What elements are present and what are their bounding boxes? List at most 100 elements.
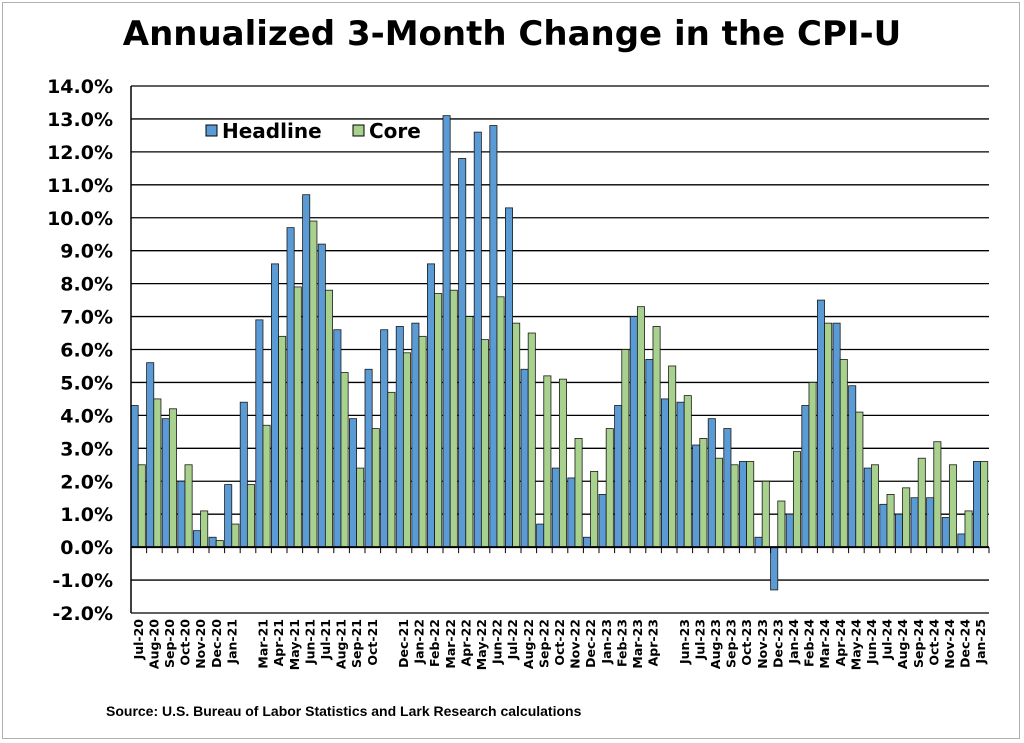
x-tick-label: Jan-25 xyxy=(973,619,988,665)
x-tick-label: Feb-24 xyxy=(802,619,817,667)
x-tick-label: Dec-22 xyxy=(583,619,598,668)
bar-core xyxy=(496,296,505,548)
bar-headline xyxy=(426,263,435,548)
bar-core xyxy=(184,464,193,548)
legend-label-headline: Headline xyxy=(222,119,322,143)
bar-core xyxy=(543,375,552,548)
bar-headline xyxy=(489,125,498,548)
x-tick-label: Nov-20 xyxy=(193,619,208,669)
x-tick-label: Oct-23 xyxy=(739,619,754,666)
bar-headline xyxy=(317,243,326,548)
legend-label-core: Core xyxy=(369,119,421,143)
bar-core xyxy=(434,293,443,548)
bar-core xyxy=(746,461,755,548)
y-tick-label: 3.0% xyxy=(60,438,113,460)
x-tick-label: Oct-24 xyxy=(926,619,941,666)
legend: Headline Core xyxy=(205,119,421,143)
bar-core xyxy=(480,339,489,548)
bar-headline xyxy=(957,533,966,548)
bar-headline xyxy=(348,418,357,548)
bar-headline xyxy=(583,536,591,548)
bar-core xyxy=(621,349,630,548)
x-tick-label: Dec-24 xyxy=(958,619,973,668)
bar-headline xyxy=(739,461,747,548)
bar-headline xyxy=(286,227,295,548)
bar-core xyxy=(574,438,583,548)
legend-swatch-core xyxy=(352,124,365,137)
bar-headline xyxy=(536,523,545,548)
bar-core xyxy=(668,365,677,548)
bar-core xyxy=(808,382,817,548)
y-tick-label: -1.0% xyxy=(52,570,113,592)
bar-headline xyxy=(473,131,482,548)
bar-core xyxy=(168,408,177,548)
x-tick-label: Nov-24 xyxy=(942,619,957,669)
x-tick-label: Sep-20 xyxy=(162,619,177,668)
bar-headline xyxy=(458,158,467,548)
bar-headline xyxy=(973,461,981,548)
bar-core xyxy=(449,289,458,548)
bar-core xyxy=(964,510,973,548)
y-tick-label: 10.0% xyxy=(47,208,113,230)
bar-core xyxy=(839,358,848,548)
x-tick-label: Jun-23 xyxy=(677,619,692,665)
bar-headline xyxy=(146,362,155,548)
y-tick-label: 5.0% xyxy=(60,372,113,394)
bar-core xyxy=(886,494,895,548)
bar-core xyxy=(527,332,536,548)
bar-headline xyxy=(895,513,903,548)
bar-headline xyxy=(380,329,389,548)
bar-headline xyxy=(395,326,404,548)
bar-core xyxy=(262,424,271,548)
x-tick-label: Sep-21 xyxy=(349,619,364,668)
x-tick-label: Jan-24 xyxy=(786,619,801,665)
y-tick-label: 14.0% xyxy=(47,76,113,98)
x-tick-label: Sep-23 xyxy=(724,619,739,668)
bar-core xyxy=(683,395,692,548)
bar-headline xyxy=(567,477,576,548)
y-tick-label: 2.0% xyxy=(60,471,113,493)
bar-headline xyxy=(941,517,950,548)
x-tick-label: Feb-23 xyxy=(614,619,629,667)
bar-core xyxy=(402,352,411,548)
bar-headline xyxy=(192,530,201,548)
bar-headline xyxy=(255,319,264,548)
x-tick-label: Mar-21 xyxy=(256,619,271,669)
bar-headline xyxy=(645,358,654,548)
bar-headline xyxy=(832,322,841,548)
x-tick-label: Feb-22 xyxy=(427,619,442,667)
x-tick-label: Dec-20 xyxy=(209,619,224,668)
x-tick-label: Apr-23 xyxy=(646,619,661,666)
bar-core xyxy=(324,289,333,548)
x-tick-label: Jan-21 xyxy=(224,619,239,665)
bar-core xyxy=(356,467,365,548)
x-tick-label: Aug-20 xyxy=(146,619,161,669)
bar-core xyxy=(777,500,786,548)
bar-headline xyxy=(661,398,669,548)
bar-headline xyxy=(614,405,623,548)
bar-core xyxy=(293,286,302,548)
bar-headline xyxy=(754,536,763,548)
x-tick-label: Apr-22 xyxy=(458,619,473,666)
bar-headline xyxy=(239,401,248,548)
x-tick-label: Apr-24 xyxy=(833,619,848,667)
bar-core xyxy=(278,335,287,548)
bar-headline xyxy=(224,484,233,548)
bar-core xyxy=(730,464,739,548)
bar-headline xyxy=(723,428,732,548)
bar-core xyxy=(948,464,957,548)
y-tick-label: 7.0% xyxy=(60,307,113,329)
x-tick-label: Jul-21 xyxy=(318,619,333,660)
x-tick-label: Jul-22 xyxy=(505,619,520,660)
y-tick-label: 12.0% xyxy=(47,142,113,164)
bar-headline xyxy=(551,467,560,548)
x-tick-label: Dec-23 xyxy=(770,619,785,668)
bar-core xyxy=(340,372,349,548)
bars xyxy=(130,115,989,591)
y-tick-label: 9.0% xyxy=(60,241,113,263)
x-tick-label: Jun-22 xyxy=(490,619,505,665)
bar-core xyxy=(371,428,380,548)
x-tick-label: Dec-21 xyxy=(396,619,411,668)
x-tick-label: Jun-24 xyxy=(864,619,879,665)
